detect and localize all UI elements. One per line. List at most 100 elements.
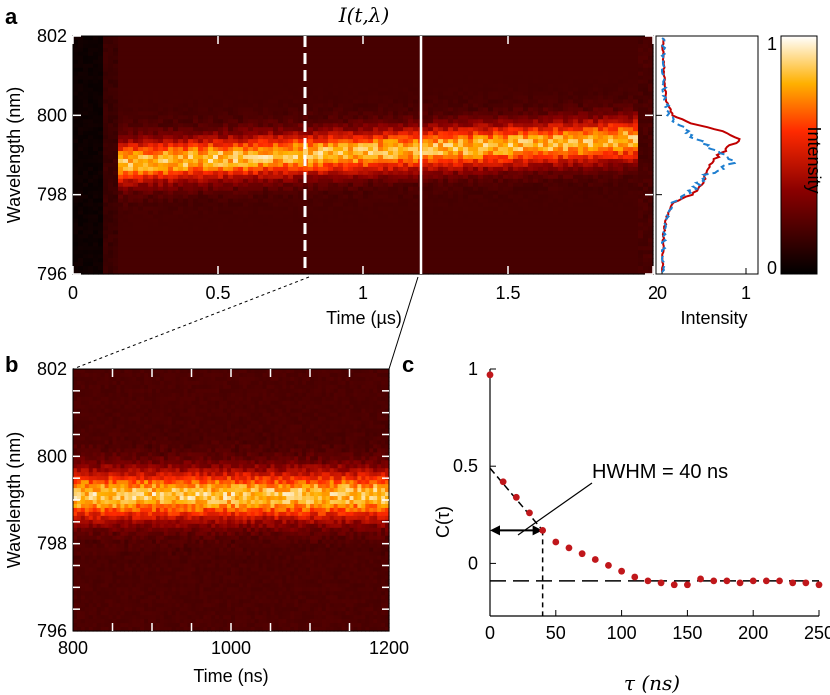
heatmap-cell [333,266,339,271]
heatmap-cell [483,206,489,212]
heatmap-cell [323,119,329,124]
heatmap-cell [338,47,344,53]
heatmap-cell [228,143,234,148]
heatmap-cell [238,174,244,180]
heatmap-cell [443,182,449,188]
heatmap-cell [448,190,454,196]
heatmap-cell [388,202,394,208]
heatmap-cell [473,59,479,65]
heatmap-cell [443,111,449,116]
heatmap-cell [108,75,114,81]
heatmap-cell [258,242,264,247]
heatmap-cell [248,67,254,73]
heatmap-cell [163,79,169,85]
heatmap-cell [338,258,344,263]
heatmap-cell [408,71,414,77]
heatmap-cell [243,226,249,231]
heatmap-cell [398,178,404,184]
heatmap-cell [228,55,234,61]
heatmap-cell [158,230,164,235]
heatmap-cell [423,174,429,180]
heatmap-cell [398,238,404,243]
heatmap-cell [348,39,354,45]
heatmap-cell [383,55,389,61]
heatmap-cell [128,254,134,259]
heatmap-cell [78,39,84,45]
heatmap-cell [88,158,94,164]
heatmap-cell [168,111,174,116]
heatmap-cell [143,270,149,275]
heatmap-cell [323,39,329,45]
heatmap-cell [473,158,479,164]
heatmap-cell [468,147,474,152]
heatmap-cell [283,234,289,239]
heatmap-cell [298,182,304,188]
heatmap-cell [428,139,434,144]
heatmap-cell [398,246,404,251]
heatmap-cell [313,87,319,93]
heatmap-cell [243,155,249,160]
heatmap-cell [188,59,194,65]
heatmap-cell [278,139,284,144]
heatmap-cell [343,182,349,188]
heatmap-cell [268,63,274,69]
heatmap-cell [428,83,434,89]
heatmap-cell [288,79,294,85]
heatmap-cell [133,79,139,85]
heatmap-cell [173,266,179,271]
heatmap-cell [78,59,84,65]
heatmap-cell [98,79,104,85]
heatmap-cell [473,202,479,208]
heatmap-cell [403,234,409,239]
heatmap-cell [403,254,409,259]
heatmap-cell [463,139,469,144]
heatmap-cell [413,79,419,85]
heatmap-cell [103,258,109,263]
heatmap-cell [413,202,419,208]
heatmap-cell [83,162,89,168]
heatmap-cell [313,123,319,128]
heatmap-cell [268,198,274,204]
heatmap-cell [323,71,329,77]
heatmap-cell [438,178,444,184]
heatmap-cell [183,198,189,204]
heatmap-cell [143,226,149,231]
heatmap-cell [448,202,454,208]
heatmap-cell [413,75,419,81]
heatmap-cell [348,63,354,69]
heatmap-cell [148,174,154,180]
heatmap-cell [228,83,234,89]
heatmap-cell [288,107,294,112]
heatmap-cell [438,198,444,204]
heatmap-cell [408,238,414,243]
heatmap-cell [458,151,464,156]
heatmap-cell [223,71,229,77]
heatmap-cell [338,158,344,164]
heatmap-cell [408,226,414,231]
heatmap-cell [78,202,84,208]
heatmap-cell [263,254,269,259]
heatmap-cell [363,250,369,255]
heatmap-cell [98,83,104,89]
heatmap-cell [178,135,184,140]
heatmap-cell [483,111,489,116]
heatmap-cell [288,198,294,204]
heatmap-cell [378,119,384,124]
heatmap-cell [148,182,154,188]
heatmap-cell [393,119,399,124]
heatmap-cell [198,270,204,275]
heatmap-cell [478,91,484,97]
heatmap-cell [283,214,289,220]
heatmap-cell [138,190,144,196]
heatmap-cell [383,135,389,140]
heatmap-cell [118,63,124,69]
heatmap-cell [323,127,329,132]
heatmap-cell [343,155,349,160]
heatmap-cell [268,270,274,275]
heatmap-cell [383,158,389,164]
heatmap-cell [248,230,254,235]
heatmap-cell [403,230,409,235]
heatmap-cell [73,83,79,89]
heatmap-cell [438,91,444,97]
heatmap-cell [468,95,474,101]
